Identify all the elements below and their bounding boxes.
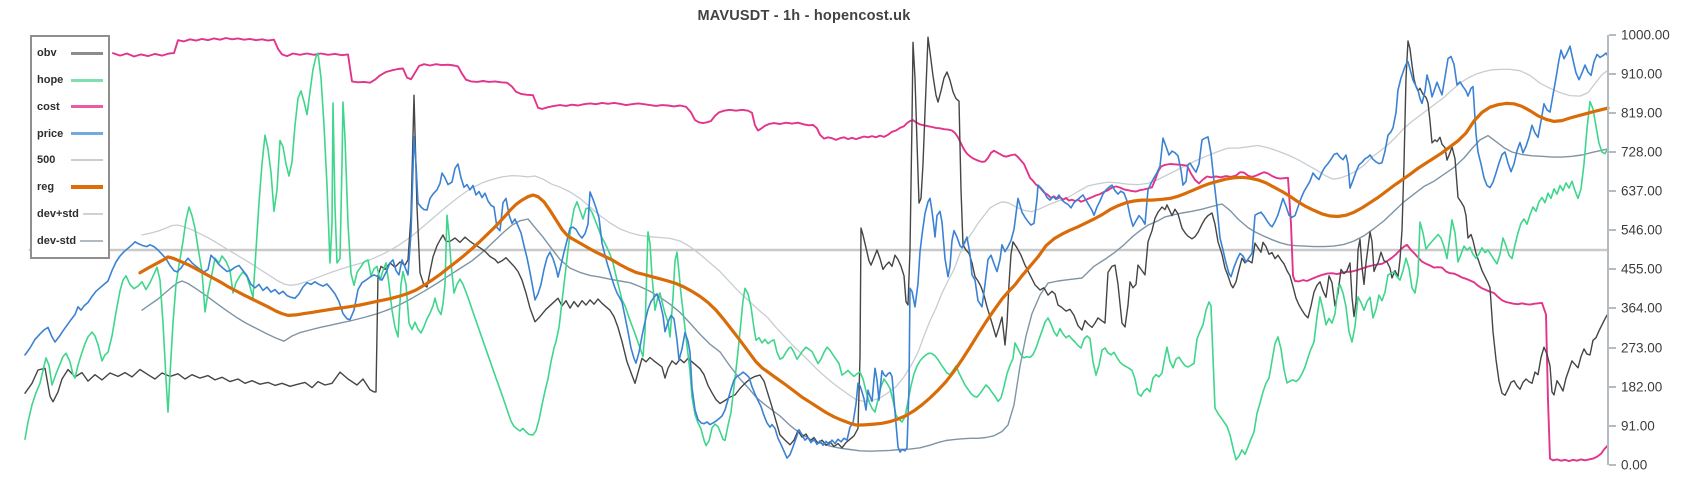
y-axis-tick [1609,268,1616,271]
y-axis-tick [1609,34,1616,36]
legend-swatch-500 [71,159,103,162]
legend-item-label: hope [37,74,64,87]
y-axis-label: 819.00 [1621,105,1663,121]
y-axis-line [1607,35,1609,465]
chart-title: MAVUSDT - 1h - hopencost.uk [697,8,911,24]
y-axis-label: 0.00 [1621,457,1648,473]
legend-item-label: dev+std [37,207,79,220]
series-hope-line [24,52,1609,461]
series-price-line [24,45,1609,459]
legend-item-label: price [37,127,64,140]
y-axis-tick [1609,111,1616,114]
legend-item-500[interactable]: 500 [37,154,103,166]
y-axis-tick [1609,72,1616,75]
y-axis-tick [1609,150,1616,153]
legend-item-dev-std[interactable]: dev-std [37,235,103,247]
legend-item-label: reg [37,181,55,194]
y-axis-tick [1609,424,1616,427]
series-dev-std-line [141,134,1609,452]
legend-swatch-reg [71,185,103,190]
y-axis-label: 364.00 [1621,300,1663,316]
legend-box: obv hope cost price 500 reg dev+std dev-std [30,35,110,259]
y-axis-tick [1609,229,1616,232]
y-axis-label: 546.00 [1621,222,1663,238]
legend-swatch-price [71,132,103,136]
legend-item-dev+std[interactable]: dev+std [37,208,103,220]
legend-item-label: 500 [37,154,56,167]
series-obv-line [24,36,1609,449]
y-axis-label: 91.00 [1621,418,1655,434]
y-axis-label: 273.00 [1621,340,1663,356]
series-dev+std-line [141,68,1609,403]
legend-item-price[interactable]: price [37,128,103,140]
legend-item-label: dev-std [37,234,77,247]
legend-swatch-dev+std [82,212,103,215]
legend-item-label: obv [37,47,57,60]
y-axis-label: 910.00 [1621,66,1663,82]
y-axis-label: 637.00 [1621,183,1663,199]
legend-item-reg[interactable]: reg [37,181,103,193]
y-axis-tick [1609,385,1616,388]
legend-swatch-hope [71,78,103,82]
y-axis-tick [1609,307,1616,310]
y-axis-label: 182.00 [1621,379,1663,395]
y-axis-label: 1000.00 [1621,27,1670,43]
y-axis-tick [1609,190,1616,193]
y-axis-label: 455.00 [1621,261,1663,277]
legend-swatch-obv [71,51,103,55]
legend-item-cost[interactable]: cost [37,101,103,113]
legend-item-label: cost [37,100,60,113]
legend-swatch-cost [71,105,103,109]
y-axis-tick [1609,346,1616,349]
legend-item-hope[interactable]: hope [37,74,103,86]
legend-item-obv[interactable]: obv [37,47,103,59]
legend-swatch-dev-std [80,239,103,242]
y-axis-label: 728.00 [1621,144,1663,160]
series-cost-line [112,37,1609,463]
series-reg-line [138,101,1610,427]
y-axis-tick [1609,464,1616,466]
